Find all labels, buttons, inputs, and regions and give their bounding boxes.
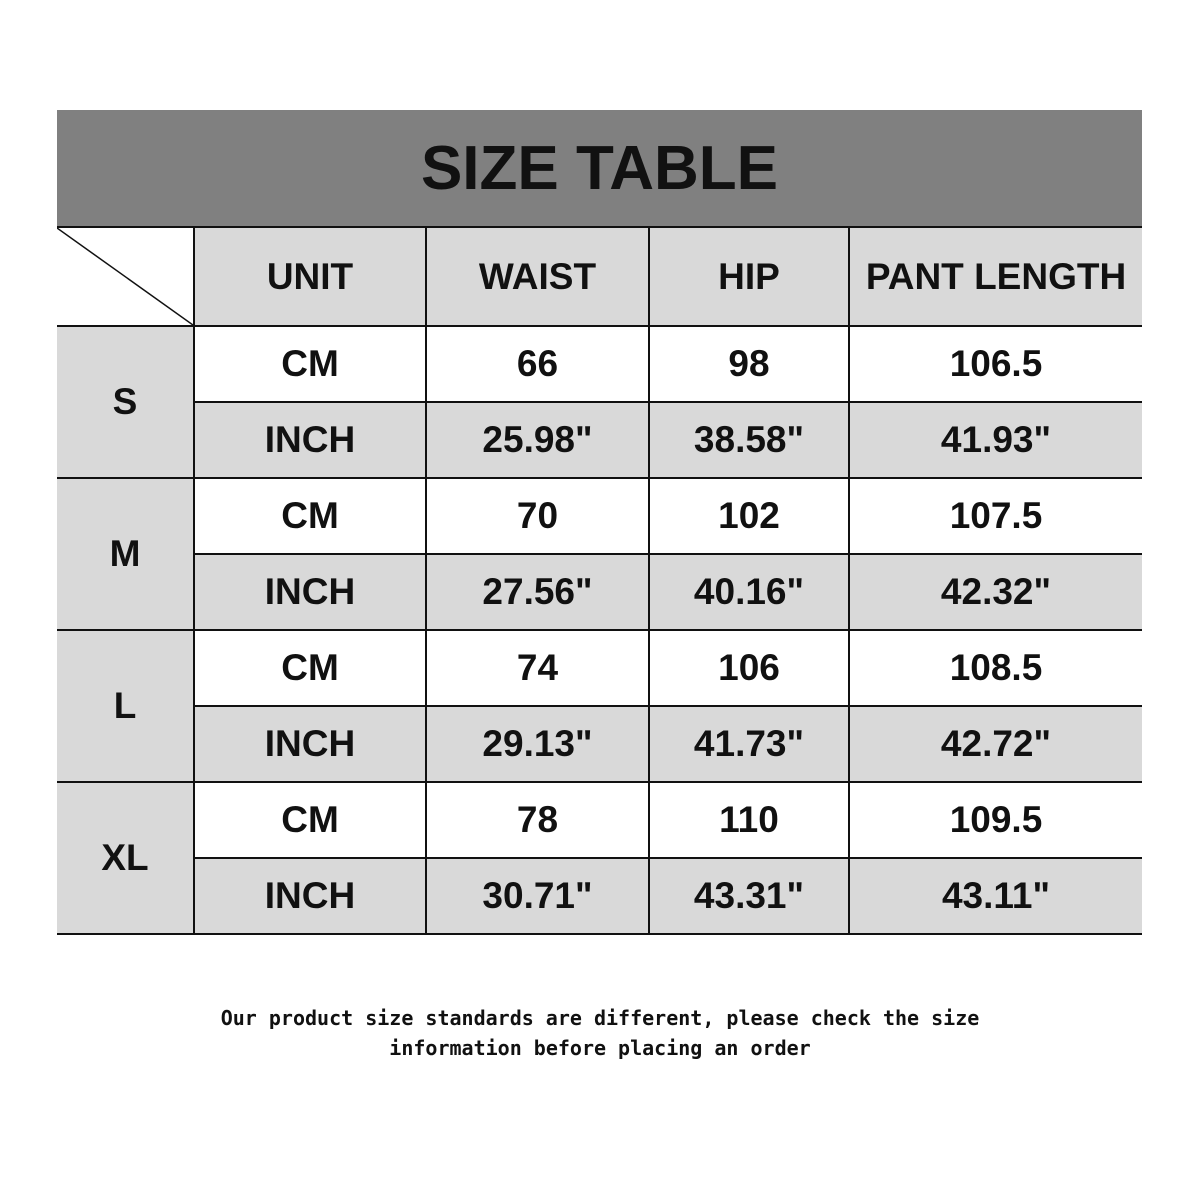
cell-unit: INCH xyxy=(194,401,427,479)
cell-waist: 70 xyxy=(425,477,650,555)
size-note: Our product size standards are different… xyxy=(0,1003,1200,1063)
cell-hip: 102 xyxy=(648,477,850,555)
cell-hip: 38.58" xyxy=(648,401,850,479)
size-table: UNIT WAIST HIP PANT LENGTH S CM 66 98 106.5 I… xyxy=(57,226,1142,935)
note-line-2: information before placing an order xyxy=(389,1036,811,1060)
cell-waist: 27.56" xyxy=(425,553,650,631)
note-line-1: Our product size standards are different… xyxy=(220,1006,980,1030)
cell-hip: 110 xyxy=(648,781,850,859)
size-label: S xyxy=(57,325,195,479)
cell-waist: 66 xyxy=(425,325,650,403)
table-row: INCH 27.56" 40.16" 42.32" xyxy=(57,553,1142,631)
cell-hip: 106 xyxy=(648,629,850,707)
cell-unit: INCH xyxy=(194,553,427,631)
cell-pant: 41.93" xyxy=(848,401,1142,479)
cell-pant: 107.5 xyxy=(848,477,1142,555)
header-waist: WAIST xyxy=(425,226,650,327)
cell-hip: 98 xyxy=(648,325,850,403)
cell-waist: 74 xyxy=(425,629,650,707)
cell-waist: 30.71" xyxy=(425,857,650,935)
cell-unit: CM xyxy=(193,629,427,707)
cell-waist: 29.13" xyxy=(425,705,650,783)
cell-pant: 42.72" xyxy=(848,705,1142,783)
size-label: XL xyxy=(57,781,195,935)
header-pant-length: PANT LENGTH xyxy=(848,226,1142,327)
cell-unit: INCH xyxy=(194,857,427,935)
table-row: XL CM 78 110 109.5 xyxy=(57,781,1142,935)
cell-hip: 43.31" xyxy=(648,857,850,935)
size-label: L xyxy=(57,629,195,783)
table-row: S CM 66 98 106.5 xyxy=(57,325,1142,479)
size-label: M xyxy=(57,477,195,631)
table-row: L CM 74 106 108.5 xyxy=(57,629,1142,783)
cell-pant: 43.11" xyxy=(848,857,1142,935)
cell-waist: 25.98" xyxy=(425,401,650,479)
table-row: INCH 29.13" 41.73" 42.72" xyxy=(57,705,1142,783)
cell-unit: CM xyxy=(193,781,427,859)
corner-cell xyxy=(57,226,195,327)
cell-hip: 40.16" xyxy=(648,553,850,631)
cell-unit: CM xyxy=(193,325,427,403)
size-table-title: SIZE TABLE xyxy=(57,110,1142,226)
cell-hip: 41.73" xyxy=(648,705,850,783)
cell-pant: 108.5 xyxy=(848,629,1142,707)
cell-unit: CM xyxy=(193,477,427,555)
cell-unit: INCH xyxy=(194,705,427,783)
header-row: UNIT WAIST HIP PANT LENGTH xyxy=(57,226,1142,327)
table-row: M CM 70 102 107.5 xyxy=(57,477,1142,631)
cell-pant: 42.32" xyxy=(848,553,1142,631)
table-row: INCH 25.98" 38.58" 41.93" xyxy=(57,401,1142,479)
cell-pant: 106.5 xyxy=(848,325,1142,403)
cell-waist: 78 xyxy=(425,781,650,859)
header-unit: UNIT xyxy=(193,226,427,327)
cell-pant: 109.5 xyxy=(848,781,1142,859)
table-row: INCH 30.71" 43.31" 43.11" xyxy=(57,857,1142,935)
header-hip: HIP xyxy=(648,226,850,327)
